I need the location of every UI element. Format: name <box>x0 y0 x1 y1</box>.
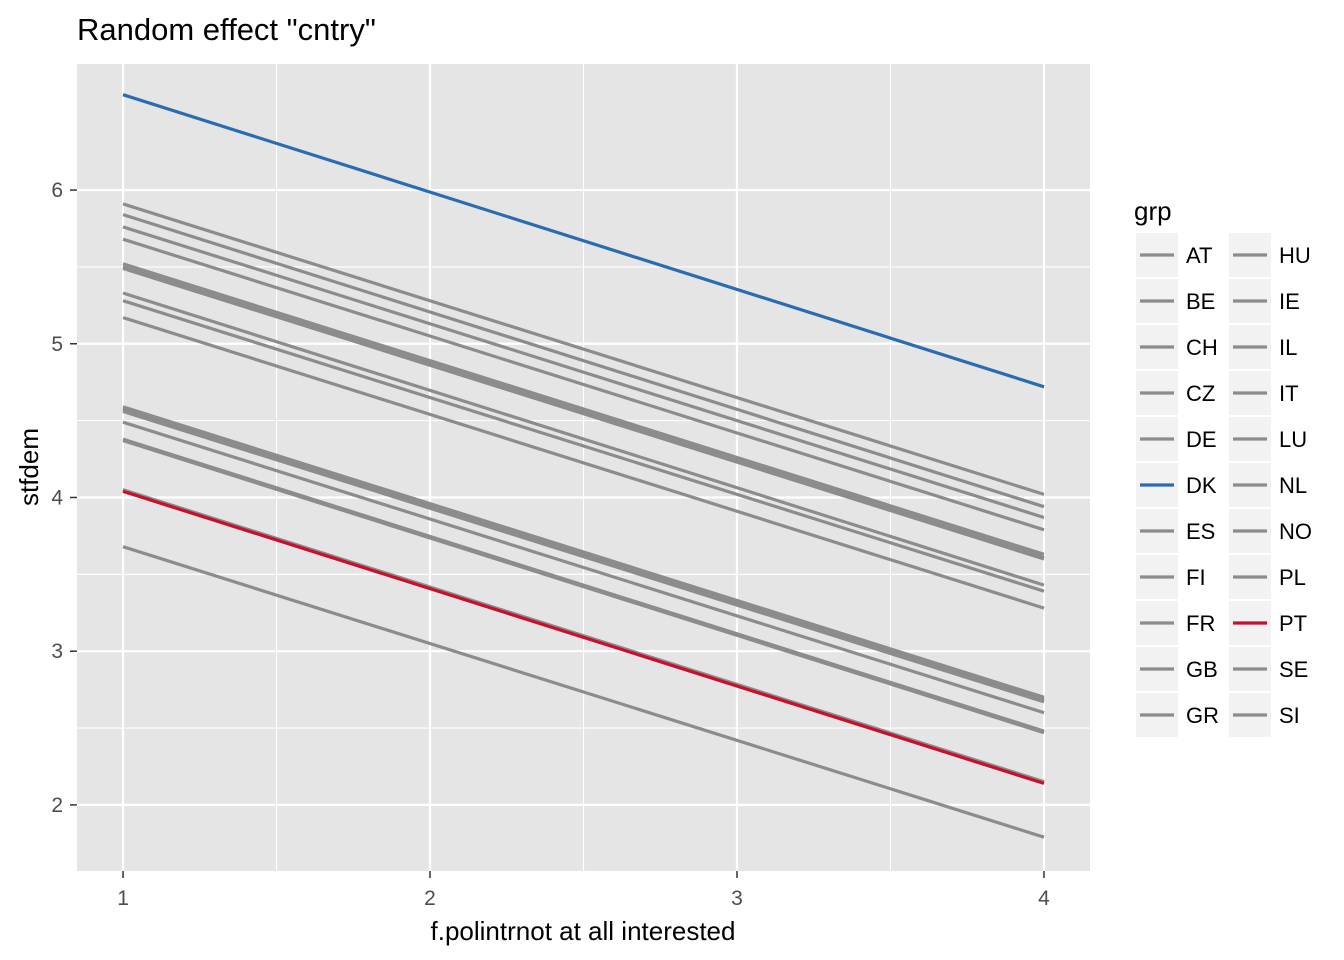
series-lines <box>122 93 1045 839</box>
legend-label-pt: PT <box>1279 611 1307 636</box>
series-line-dk <box>122 93 1045 389</box>
legend-label-es: ES <box>1186 519 1215 544</box>
series-line-se <box>122 265 1045 559</box>
y-tick-label: 3 <box>51 640 63 663</box>
legend-label-at: AT <box>1186 243 1212 268</box>
legend-title: grp <box>1134 196 1172 226</box>
y-tick-label: 5 <box>51 333 63 356</box>
series-line-it <box>122 437 1045 733</box>
legend-label-de: DE <box>1186 427 1217 452</box>
x-tick-label: 2 <box>424 887 436 910</box>
series-line-at <box>122 262 1045 556</box>
legend-label-fr: FR <box>1186 611 1215 636</box>
series-line-de <box>122 299 1045 593</box>
y-axis: 2 3 4 5 6 <box>51 179 77 817</box>
legend-label-no: NO <box>1279 519 1312 544</box>
series-line-ie <box>122 420 1045 715</box>
legend-label-hu: HU <box>1279 243 1311 268</box>
legend-label-fi: FI <box>1186 565 1206 590</box>
legend: grp AT BE CH CZ DE DK ES FI FR GB GR HU IE IL IT LU NL NO… <box>1134 196 1312 737</box>
legend-label-be: BE <box>1186 289 1215 314</box>
series-line-ch <box>122 202 1045 496</box>
series-line-no <box>122 225 1045 520</box>
y-tick-label: 4 <box>51 486 63 509</box>
series-line-fi <box>122 213 1045 509</box>
legend-label-it: IT <box>1279 381 1299 406</box>
legend-label-dk: DK <box>1186 473 1217 498</box>
x-tick-label: 4 <box>1038 887 1050 910</box>
chart-title: Random effect "cntry" <box>77 12 376 47</box>
series-line-il <box>122 316 1045 610</box>
legend-label-ie: IE <box>1279 289 1300 314</box>
x-tick-label: 3 <box>731 887 743 910</box>
legend-label-nl: NL <box>1279 473 1307 498</box>
series-line-hu <box>122 545 1045 839</box>
series-line-pt <box>122 489 1045 785</box>
y-tick-label: 6 <box>51 179 63 202</box>
legend-label-pl: PL <box>1279 565 1306 590</box>
x-axis-title: f.polintrnot at all interested <box>431 916 736 946</box>
legend-label-gb: GB <box>1186 657 1218 682</box>
series-line-pl <box>122 406 1045 701</box>
legend-label-si: SI <box>1279 703 1300 728</box>
legend-label-gr: GR <box>1186 703 1219 728</box>
legend-label-ch: CH <box>1186 335 1218 360</box>
legend-label-lu: LU <box>1279 427 1307 452</box>
series-line-lu <box>122 237 1045 532</box>
y-tick-label: 2 <box>51 794 63 817</box>
legend-label-il: IL <box>1279 335 1297 360</box>
x-axis: 1 2 3 4 <box>117 871 1050 910</box>
major-gridlines <box>77 64 1090 871</box>
legend-label-cz: CZ <box>1186 381 1215 406</box>
legend-label-se: SE <box>1279 657 1308 682</box>
y-axis-title: stfdem <box>14 428 44 506</box>
series-line-be <box>122 291 1045 587</box>
x-tick-label: 1 <box>117 887 129 910</box>
